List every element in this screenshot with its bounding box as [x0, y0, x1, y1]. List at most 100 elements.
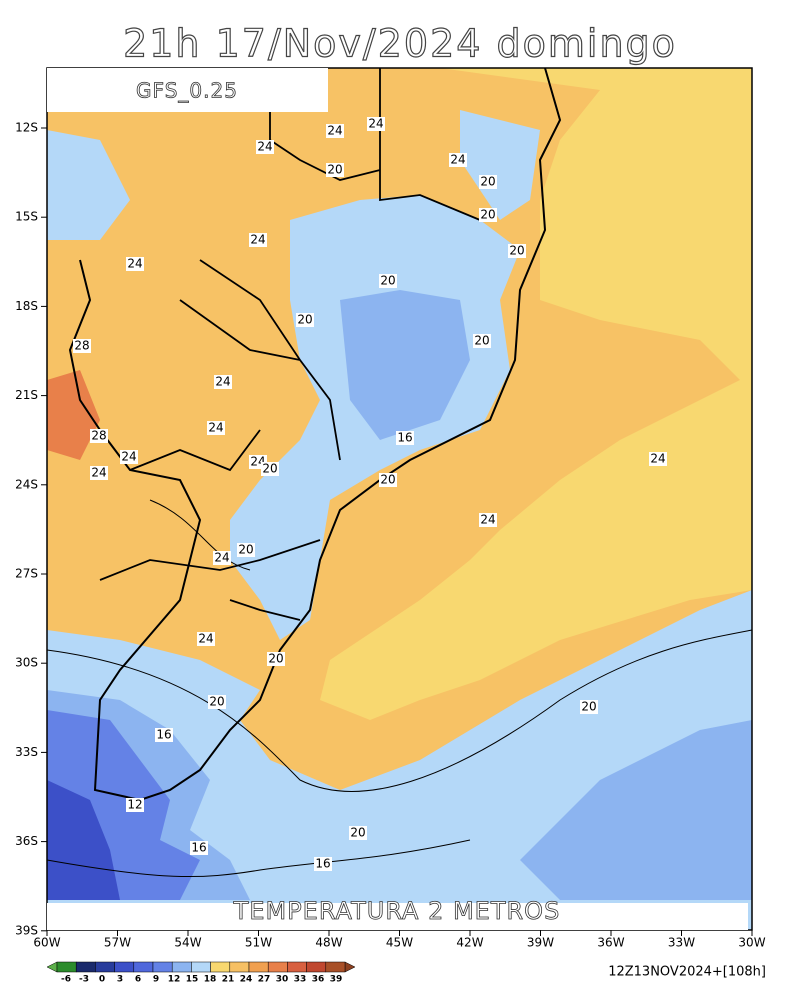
colorbar-box: [306, 961, 327, 973]
model-label: GFS_0.25: [136, 79, 238, 103]
cool-region-2: [520, 720, 752, 900]
contour-label: 24: [368, 117, 383, 131]
map-area: [46, 67, 753, 931]
colorbar-label: 39: [330, 975, 343, 985]
contour-label: 24: [198, 632, 213, 646]
contour-label-bg: [367, 117, 385, 131]
colorbar-box: [114, 961, 135, 973]
colorbar-box: [325, 961, 346, 973]
cool-north: [47, 130, 130, 240]
lon-label: 51W: [245, 936, 272, 950]
contour-label: 20: [327, 163, 342, 177]
colorbar-box: [133, 961, 154, 973]
contour-label: 20: [509, 244, 524, 258]
contour-label-bg: [155, 728, 173, 742]
lon-label: 57W: [104, 936, 131, 950]
lon-label: 45W: [386, 936, 413, 950]
contour-label-bg: [190, 841, 208, 855]
contour-label: 20: [480, 208, 495, 222]
lat-label: 36S: [15, 834, 38, 848]
contour-label: 16: [315, 857, 330, 871]
cool-northeast: [460, 110, 540, 220]
colorbar-label: -6: [61, 975, 71, 985]
contour-label: 24: [257, 140, 272, 154]
colorbar-box: [287, 961, 307, 973]
lon-label: 33W: [668, 936, 695, 950]
hot-spot: [47, 370, 100, 460]
colorbar-box: [267, 961, 288, 973]
contour-label: 24: [480, 513, 495, 527]
colorbar-label: 24: [240, 975, 253, 985]
contour-label-bg: [580, 700, 598, 714]
lon-label: 36W: [597, 936, 624, 950]
state-borders: [99, 68, 481, 621]
colorbar: -6 -3 0 3 6 9 12 15 18 21 24 27 30 33 36 39: [46, 961, 356, 985]
contour-label: 28: [74, 339, 89, 353]
contour-label-bg: [379, 473, 397, 487]
contour-label: 16: [191, 841, 206, 855]
contour-label-bg: [90, 466, 108, 480]
contour-label-bg: [237, 543, 255, 557]
colorbar-label: 18: [204, 975, 217, 985]
contour-label-bg: [249, 233, 267, 247]
contour-label: 24: [208, 421, 223, 435]
colorbar-label: 21: [222, 975, 235, 985]
colorbar-label: -3: [79, 975, 89, 985]
contour-label-bg: [126, 257, 144, 271]
contour-label: 24: [327, 124, 342, 138]
contour-label: 16: [156, 728, 171, 742]
contour-label-bg: [349, 826, 367, 840]
contour-label: 20: [380, 274, 395, 288]
colorbar-label: 3: [117, 975, 123, 985]
contour-label: 24: [250, 233, 265, 247]
contour-label: 20: [581, 700, 596, 714]
colorbar-label: 33: [294, 975, 307, 985]
lat-label: 39S: [15, 923, 38, 937]
colorbar-box: [229, 961, 250, 973]
contour-label-bg: [379, 274, 397, 288]
lon-label: 30W: [738, 936, 765, 950]
lat-label: 15S: [15, 210, 38, 224]
contour-label: 20: [474, 334, 489, 348]
colorbar-label: 0: [99, 975, 105, 985]
contour-label-bg: [261, 462, 279, 476]
contour-label: 24: [214, 551, 229, 565]
contour-label-bg: [73, 339, 91, 353]
colorbar-box: [152, 961, 173, 973]
lat-label: 30S: [15, 656, 38, 670]
contour-label-bg: [267, 652, 285, 666]
lat-label: 24S: [15, 477, 38, 491]
contour-label: 20: [238, 543, 253, 557]
contour-label-bg: [508, 244, 526, 258]
lat-label: 27S: [15, 567, 38, 581]
colorbar-box: [56, 961, 77, 973]
colorbar-label: 9: [153, 975, 159, 985]
colorbar-label: 30: [276, 975, 289, 985]
lon-label: 54W: [174, 936, 201, 950]
colorbar-label: 27: [258, 975, 271, 985]
contour-label-bg: [296, 313, 314, 327]
contour-label: 24: [127, 257, 142, 271]
contour-label: 16: [397, 431, 412, 445]
contour-label-bg: [213, 551, 231, 565]
lon-label: 48W: [315, 936, 342, 950]
colder-land: [47, 780, 120, 900]
run-label: 12Z13NOV2024+[108h]: [608, 965, 766, 980]
contour-labels: 24 24 24 20 24 20 20 24 20 24 20 20 20 28 24 16 28 24 24 24…: [73, 117, 667, 871]
model-box: [47, 68, 328, 112]
lon-label: 60W: [33, 936, 60, 950]
colorbar-label: 12: [168, 975, 181, 985]
contour-label-bg: [326, 124, 344, 138]
contour-label-bg: [120, 450, 138, 464]
contour-label: 24: [91, 466, 106, 480]
contour-label: 24: [450, 153, 465, 167]
contour-label: 12: [127, 798, 142, 812]
contour-label-bg: [197, 632, 215, 646]
contour-label: 20: [380, 473, 395, 487]
contour-label: 28: [91, 429, 106, 443]
contour-label-bg: [473, 334, 491, 348]
contour-label: 20: [480, 175, 495, 189]
